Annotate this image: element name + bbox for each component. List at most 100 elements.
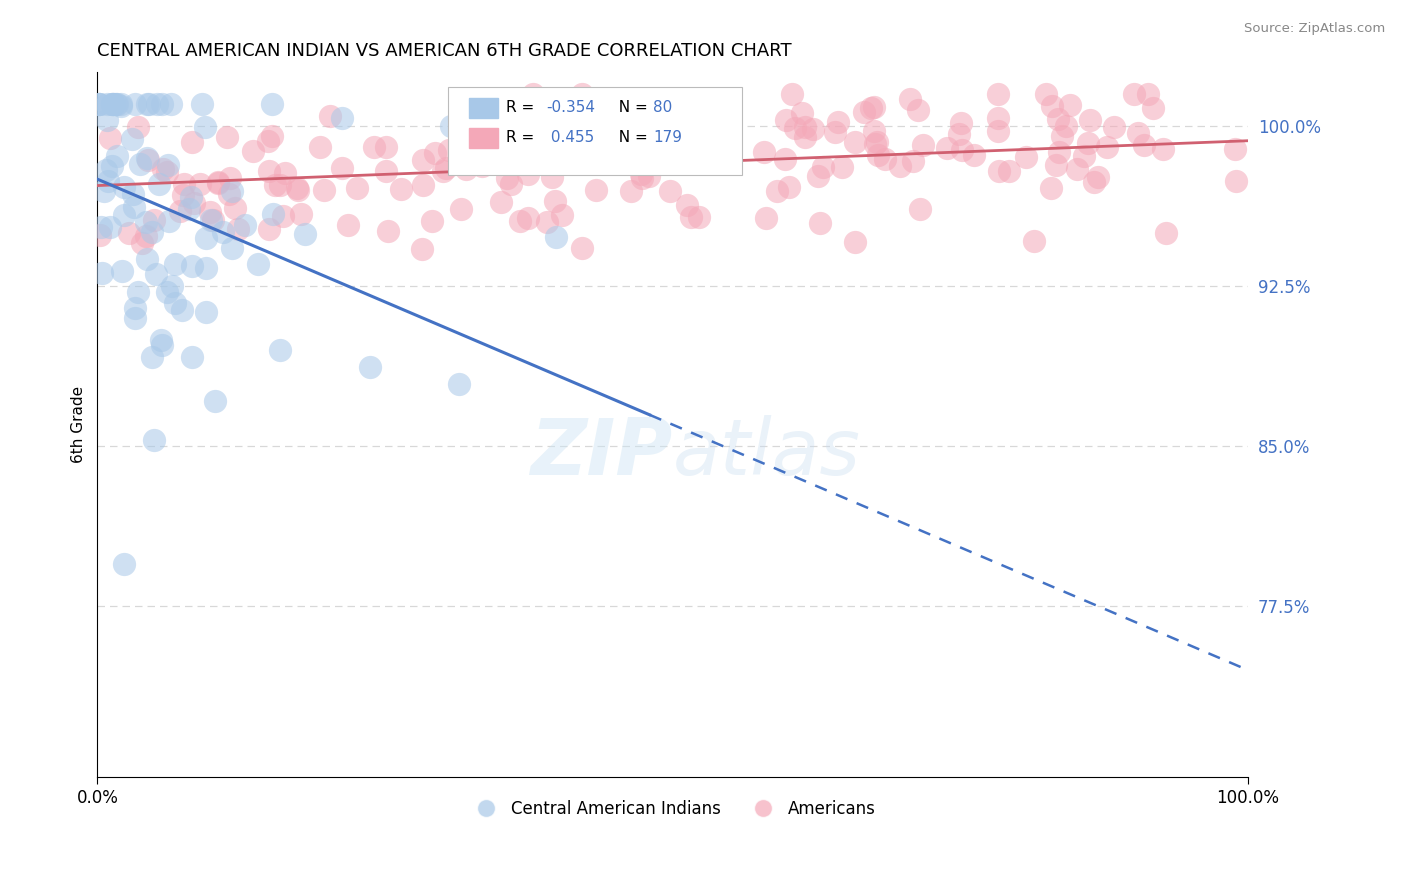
Point bbox=[181, 350, 204, 364]
Point bbox=[150, 97, 173, 112]
Point bbox=[591, 97, 613, 112]
Point bbox=[1087, 169, 1109, 184]
Point bbox=[889, 159, 911, 173]
Point bbox=[309, 140, 332, 154]
Point bbox=[844, 135, 866, 149]
Point bbox=[312, 183, 335, 197]
Point bbox=[595, 146, 617, 161]
Point bbox=[221, 184, 243, 198]
Point bbox=[437, 143, 460, 157]
Point bbox=[806, 169, 828, 183]
Point bbox=[247, 257, 270, 271]
Point bbox=[100, 219, 122, 234]
Point bbox=[375, 140, 398, 154]
Point bbox=[486, 148, 509, 162]
Point bbox=[671, 154, 693, 169]
Text: atlas: atlas bbox=[672, 415, 860, 491]
Point bbox=[866, 135, 889, 149]
Point bbox=[263, 178, 285, 192]
Point bbox=[218, 171, 240, 186]
Point bbox=[1040, 99, 1063, 113]
Text: -0.354: -0.354 bbox=[546, 100, 595, 115]
Text: N =: N = bbox=[609, 130, 652, 145]
Point bbox=[1047, 145, 1070, 159]
Point bbox=[141, 225, 163, 239]
Point bbox=[509, 214, 531, 228]
Point bbox=[211, 225, 233, 239]
Point bbox=[105, 97, 128, 112]
Point bbox=[554, 125, 576, 139]
Point bbox=[1015, 150, 1038, 164]
Point bbox=[330, 161, 353, 175]
Point bbox=[630, 171, 652, 186]
Point bbox=[571, 87, 593, 101]
Point bbox=[359, 360, 381, 375]
Point bbox=[551, 208, 574, 222]
Point bbox=[637, 148, 659, 162]
Point bbox=[468, 145, 491, 160]
Point bbox=[179, 202, 201, 217]
Text: R =: R = bbox=[506, 130, 538, 145]
Point bbox=[949, 116, 972, 130]
Point bbox=[755, 211, 778, 226]
Point bbox=[110, 99, 132, 113]
Point bbox=[1022, 234, 1045, 248]
Point bbox=[204, 393, 226, 408]
Point bbox=[606, 123, 628, 137]
Text: 0.455: 0.455 bbox=[546, 130, 595, 145]
Point bbox=[287, 183, 309, 197]
Point bbox=[574, 114, 596, 128]
Point bbox=[1077, 136, 1099, 150]
Point bbox=[135, 228, 157, 243]
Point bbox=[489, 194, 512, 209]
FancyBboxPatch shape bbox=[449, 87, 742, 175]
Point bbox=[1045, 158, 1067, 172]
Point bbox=[936, 141, 959, 155]
Point bbox=[831, 160, 853, 174]
Point bbox=[163, 257, 186, 271]
Point bbox=[810, 216, 832, 230]
Text: R =: R = bbox=[506, 100, 538, 115]
Point bbox=[1046, 112, 1069, 126]
Point bbox=[681, 210, 703, 224]
Point bbox=[111, 263, 134, 277]
Point bbox=[783, 120, 806, 135]
Point bbox=[898, 92, 921, 106]
Point bbox=[1039, 181, 1062, 195]
Point bbox=[1083, 176, 1105, 190]
Point bbox=[100, 159, 122, 173]
Point bbox=[628, 156, 651, 170]
Point bbox=[853, 105, 876, 120]
Point bbox=[101, 97, 124, 112]
Point bbox=[541, 170, 564, 185]
Point bbox=[1142, 101, 1164, 115]
Point bbox=[377, 224, 399, 238]
Point bbox=[195, 230, 218, 244]
Point bbox=[135, 252, 157, 267]
Point bbox=[262, 128, 284, 143]
Point bbox=[824, 125, 846, 139]
Point bbox=[1156, 227, 1178, 241]
Point bbox=[148, 177, 170, 191]
Point bbox=[160, 279, 183, 293]
Point bbox=[257, 163, 280, 178]
Text: CENTRAL AMERICAN INDIAN VS AMERICAN 6TH GRADE CORRELATION CHART: CENTRAL AMERICAN INDIAN VS AMERICAN 6TH … bbox=[97, 42, 792, 60]
Point bbox=[122, 186, 145, 201]
Point bbox=[191, 97, 214, 112]
Point bbox=[561, 138, 583, 153]
Point bbox=[235, 218, 257, 232]
Point bbox=[124, 301, 146, 316]
Point bbox=[290, 207, 312, 221]
Point bbox=[127, 285, 149, 300]
Point bbox=[766, 184, 789, 198]
Point bbox=[676, 198, 699, 212]
Point bbox=[1059, 98, 1081, 112]
Point bbox=[143, 433, 166, 447]
FancyBboxPatch shape bbox=[470, 98, 498, 119]
Point bbox=[202, 213, 225, 227]
Point bbox=[620, 184, 643, 198]
Point bbox=[110, 97, 132, 112]
Point bbox=[207, 175, 229, 189]
Point bbox=[522, 87, 544, 101]
Point bbox=[987, 124, 1010, 138]
